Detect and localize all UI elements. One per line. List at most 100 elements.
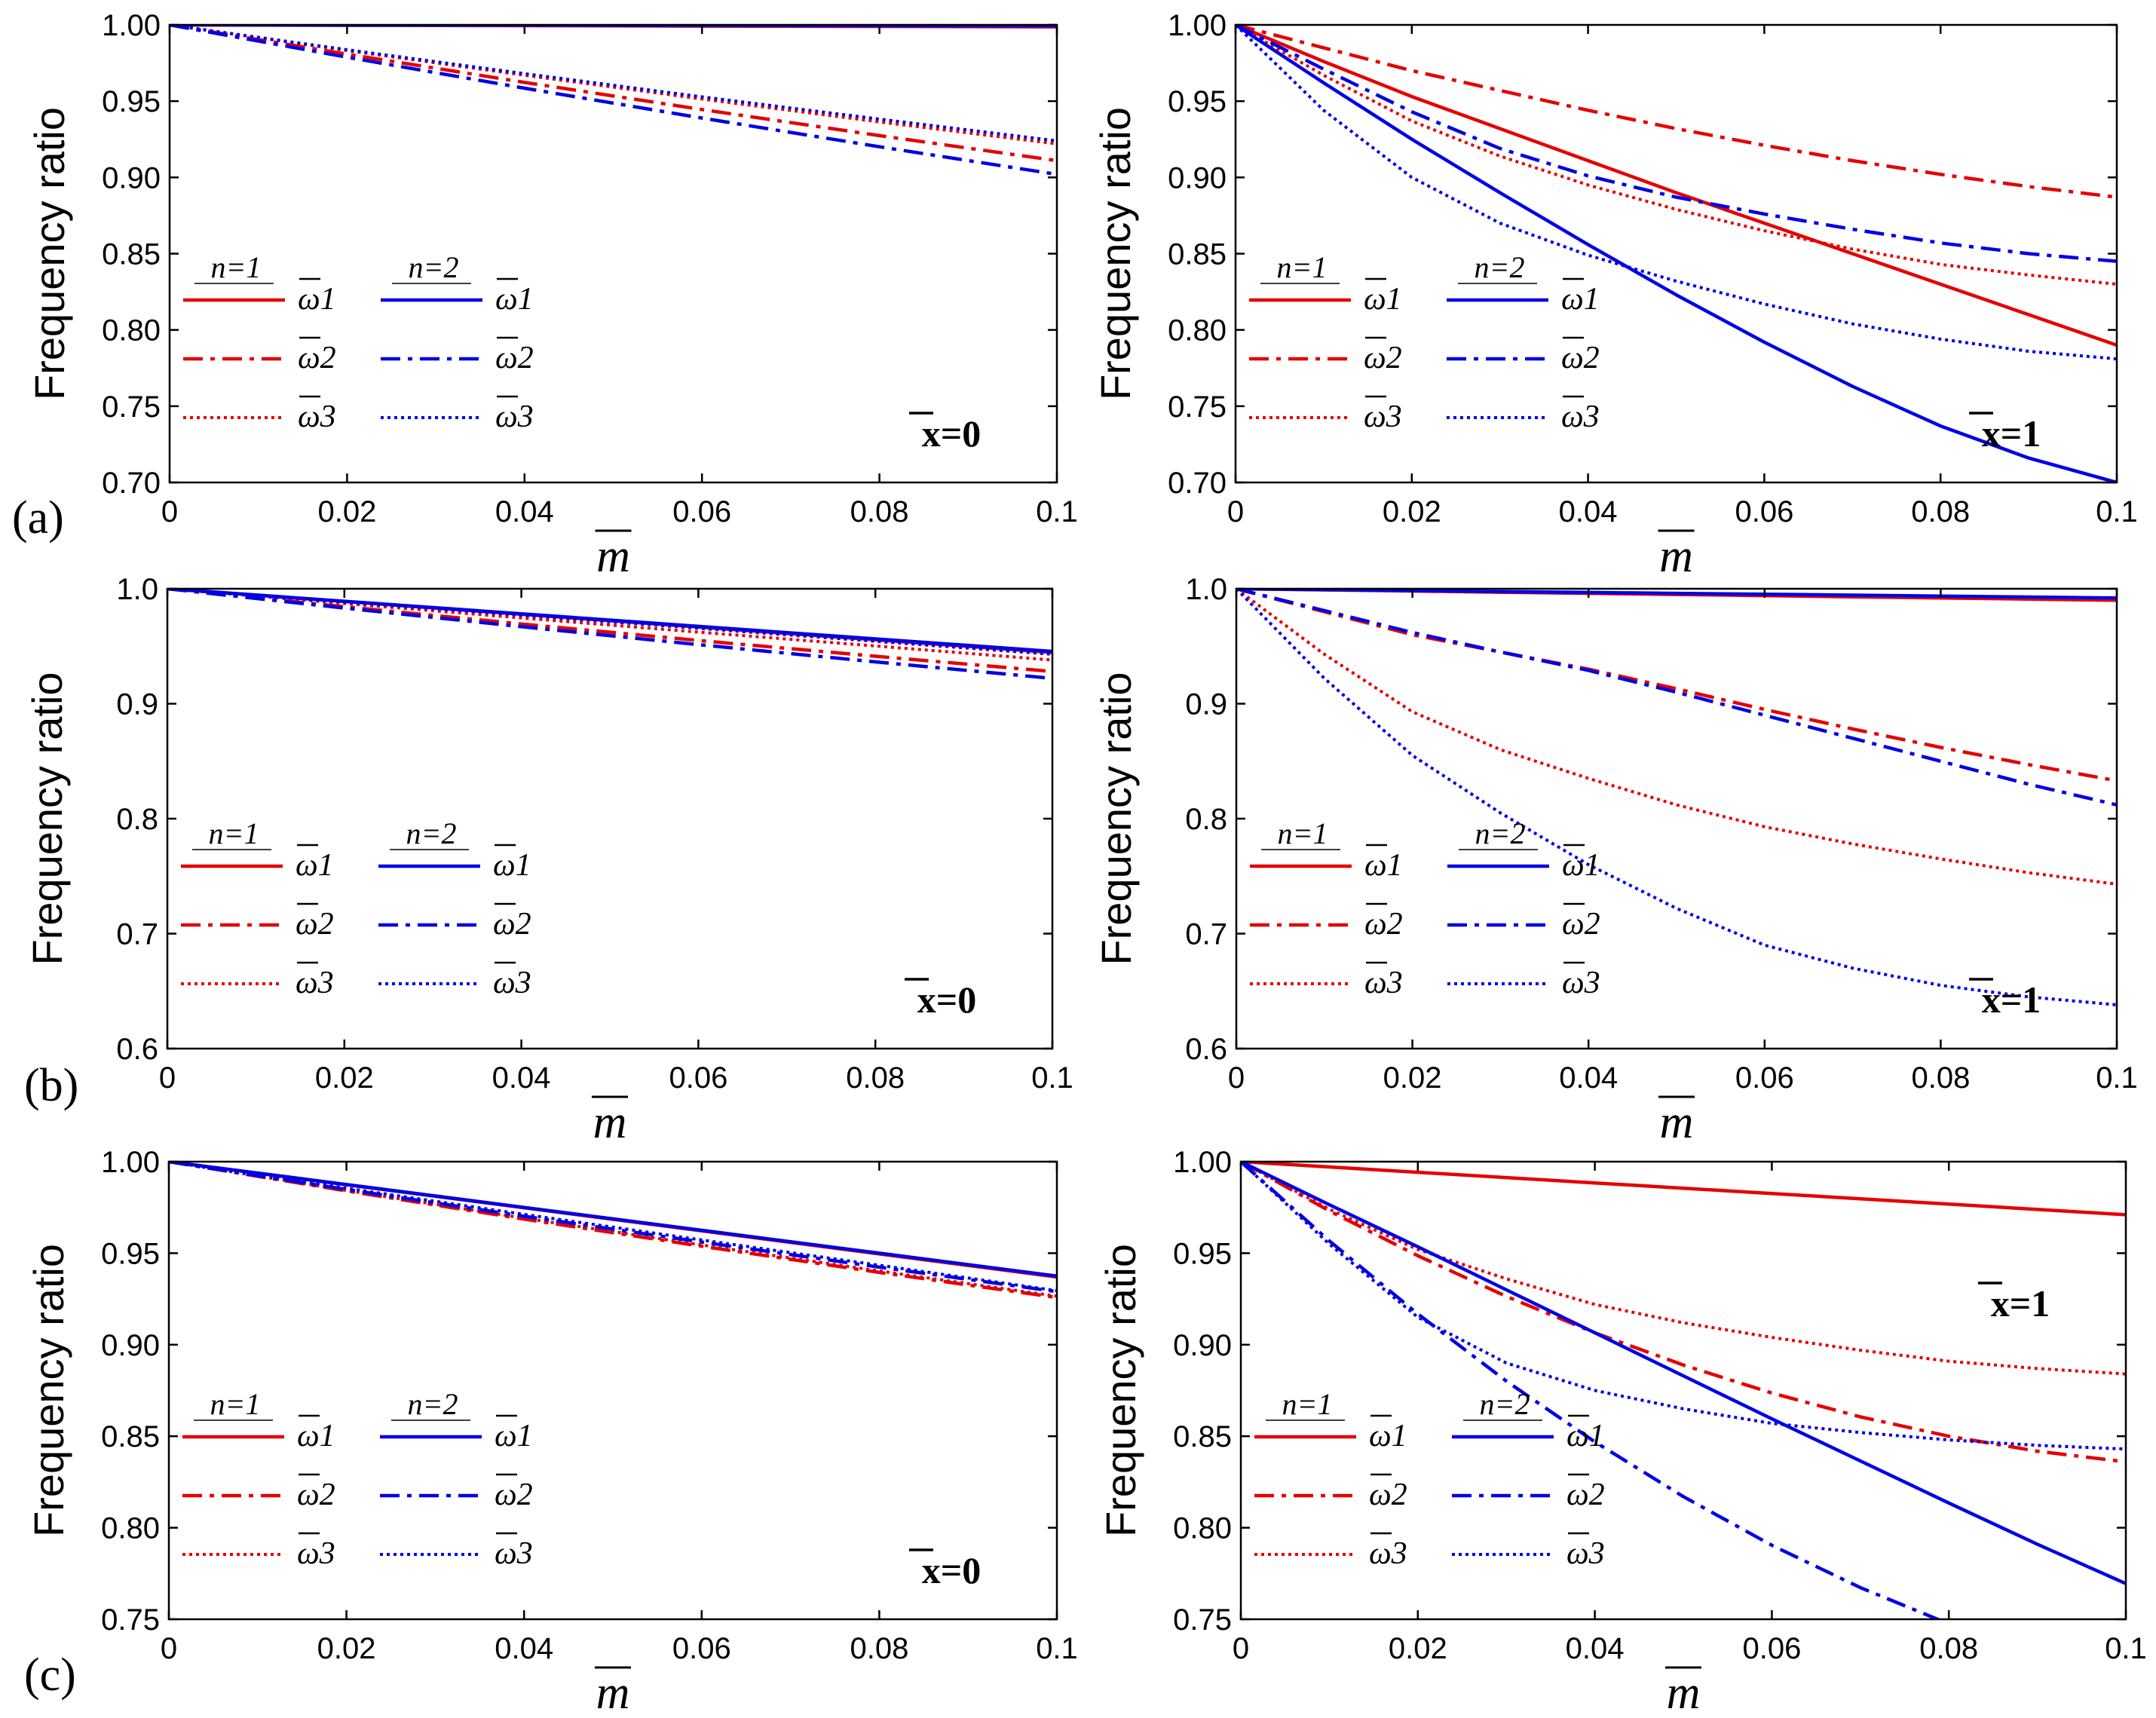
legend-group-title: n=1 xyxy=(1282,1387,1333,1421)
y-tick-label: 0.90 xyxy=(1173,1329,1232,1362)
x-tick-label: 0.02 xyxy=(317,1632,376,1665)
legend-group-title: n=1 xyxy=(211,250,262,284)
y-tick-label: 1.00 xyxy=(1168,9,1227,42)
y-axis-label: Frequency ratio xyxy=(1092,107,1139,400)
legend-label: ω3 xyxy=(1561,400,1600,434)
x-axis-label: m xyxy=(1667,1667,1701,1718)
legend-group-title: n=2 xyxy=(1480,1387,1530,1421)
y-tick-label: 1.00 xyxy=(101,1146,160,1179)
legend-label: ω1 xyxy=(1369,1419,1407,1453)
y-tick-label: 0.9 xyxy=(1185,688,1227,721)
legend-group-title: n=1 xyxy=(1278,816,1328,850)
x-tick-label: 0.1 xyxy=(1036,1632,1078,1665)
x-tick-label: 0.04 xyxy=(492,1061,551,1095)
series-line-n-2-2 xyxy=(1241,1162,1943,1619)
y-tick-label: 1.00 xyxy=(1173,1146,1232,1179)
y-tick-label: 0.8 xyxy=(1185,803,1227,836)
series-line-n-2-2 xyxy=(1236,25,2117,263)
series-line-n-1-3 xyxy=(169,1162,1057,1298)
legend-group-title: n=2 xyxy=(406,816,457,850)
x-axis-label: m xyxy=(596,1667,630,1718)
row-label: (a) xyxy=(12,492,64,544)
series-line-n-2-3 xyxy=(1241,1162,2126,1451)
legend-label: ω1 xyxy=(495,1419,533,1453)
legend-label: ω3 xyxy=(1562,966,1600,1000)
series-group xyxy=(170,25,1057,176)
legend-label: ω2 xyxy=(1364,341,1402,375)
x-tick-label: 0.08 xyxy=(846,1061,905,1095)
y-tick-label: 0.75 xyxy=(1168,390,1227,424)
series-line-n-2-3 xyxy=(167,589,1052,656)
y-tick-label: 0.80 xyxy=(1173,1512,1232,1545)
legend: n=1 ω1 ω2 ω3 n=2 ω1 ω2 ω3 xyxy=(181,816,531,1000)
y-tick-label: 0.6 xyxy=(116,1033,158,1066)
legend-label: ω2 xyxy=(296,907,334,942)
y-tick-label: 1.0 xyxy=(1185,573,1227,606)
y-axis-label: Frequency ratio xyxy=(1097,1244,1144,1537)
series-line-n-1-1 xyxy=(1241,1162,2126,1217)
y-tick-label: 0.90 xyxy=(1168,161,1227,194)
x-tick-label: 0.08 xyxy=(1919,1632,1978,1665)
series-line-n-2-2 xyxy=(1236,589,2117,807)
legend-label: ω2 xyxy=(1562,907,1600,942)
x-tick-label: 0.06 xyxy=(669,1061,727,1095)
series-line-n-2-1 xyxy=(1236,589,2117,600)
y-tick-label: 0.95 xyxy=(1168,85,1227,118)
series-line-n-2-3 xyxy=(1236,25,2117,361)
x-tick-label: 0.08 xyxy=(1911,495,1970,528)
legend: n=1 ω1 ω2 ω3 n=2 ω1 ω2 ω3 xyxy=(1250,816,1600,1000)
legend-group-title: n=1 xyxy=(209,816,259,850)
series-line-n-2-1 xyxy=(167,589,1052,654)
legend-label: ω2 xyxy=(1561,341,1600,375)
x-tick-label: 0.1 xyxy=(1031,1061,1073,1095)
legend-label: ω3 xyxy=(495,1536,533,1571)
legend-label: ω1 xyxy=(1562,848,1600,883)
y-tick-label: 0.95 xyxy=(102,85,161,118)
legend-label: ω3 xyxy=(298,400,336,434)
y-tick-label: 0.70 xyxy=(1168,467,1227,500)
x-tick-label: 0.02 xyxy=(315,1061,374,1095)
series-line-n-2-2 xyxy=(169,1162,1057,1294)
legend-label: ω1 xyxy=(1561,282,1600,317)
x-tick-label: 0.06 xyxy=(672,1632,731,1665)
series-line-n-1-3 xyxy=(1236,25,2117,286)
legend-label: ω3 xyxy=(1364,400,1402,434)
chart-panel-2: 0 0.02 0.04 0.06 0.08 0.1 0.70 0.75 0.80 0.85 0.90… xyxy=(1092,9,2138,582)
plot-frame xyxy=(167,1160,1058,1621)
y-tick-label: 0.7 xyxy=(116,918,158,951)
series-group xyxy=(1241,1162,2126,1619)
legend-group-title: n=2 xyxy=(1475,250,1525,284)
y-axis-label: Frequency ratio xyxy=(26,107,73,400)
series-line-n-1-2 xyxy=(167,589,1052,674)
legend-label: ω2 xyxy=(298,341,336,375)
x-tick-label: 0.08 xyxy=(850,495,909,528)
series-line-n-1-3 xyxy=(1236,589,2117,886)
annotation-label: x=0 xyxy=(917,978,977,1021)
x-tick-label: 0.02 xyxy=(1389,1632,1447,1665)
legend-label: ω2 xyxy=(1364,907,1403,942)
legend-label: ω1 xyxy=(1566,1419,1605,1453)
annotation-label: x=1 xyxy=(1982,412,2041,455)
y-axis-label: Frequency ratio xyxy=(1092,672,1140,965)
x-axis-label: m xyxy=(1659,531,1693,582)
legend-label: ω3 xyxy=(495,400,534,434)
y-tick-label: 0.70 xyxy=(102,467,161,500)
series-line-n-1-3 xyxy=(167,589,1052,662)
annotation-label: x=0 xyxy=(922,1549,982,1591)
legend-label: ω1 xyxy=(1364,282,1402,317)
y-tick-label: 0.85 xyxy=(101,1420,160,1453)
x-tick-label: 0.04 xyxy=(1559,495,1618,528)
x-tick-label: 0.1 xyxy=(2096,1061,2138,1095)
x-tick-label: 0.08 xyxy=(850,1632,908,1665)
y-tick-label: 0.90 xyxy=(101,1329,160,1362)
legend-label: ω1 xyxy=(296,848,334,883)
y-tick-label: 0.75 xyxy=(101,1603,160,1637)
legend: n=1 ω1 ω2 ω3 n=2 ω1 ω2 ω3 xyxy=(182,1387,533,1571)
legend-label: ω2 xyxy=(493,907,531,942)
row-label: (b) xyxy=(24,1060,78,1111)
y-tick-label: 0.80 xyxy=(1168,314,1227,348)
legend-label: ω3 xyxy=(296,966,334,1000)
legend-label: ω3 xyxy=(297,1536,335,1571)
x-tick-label: 0 xyxy=(1227,495,1244,528)
x-tick-label: 0.02 xyxy=(317,495,376,528)
